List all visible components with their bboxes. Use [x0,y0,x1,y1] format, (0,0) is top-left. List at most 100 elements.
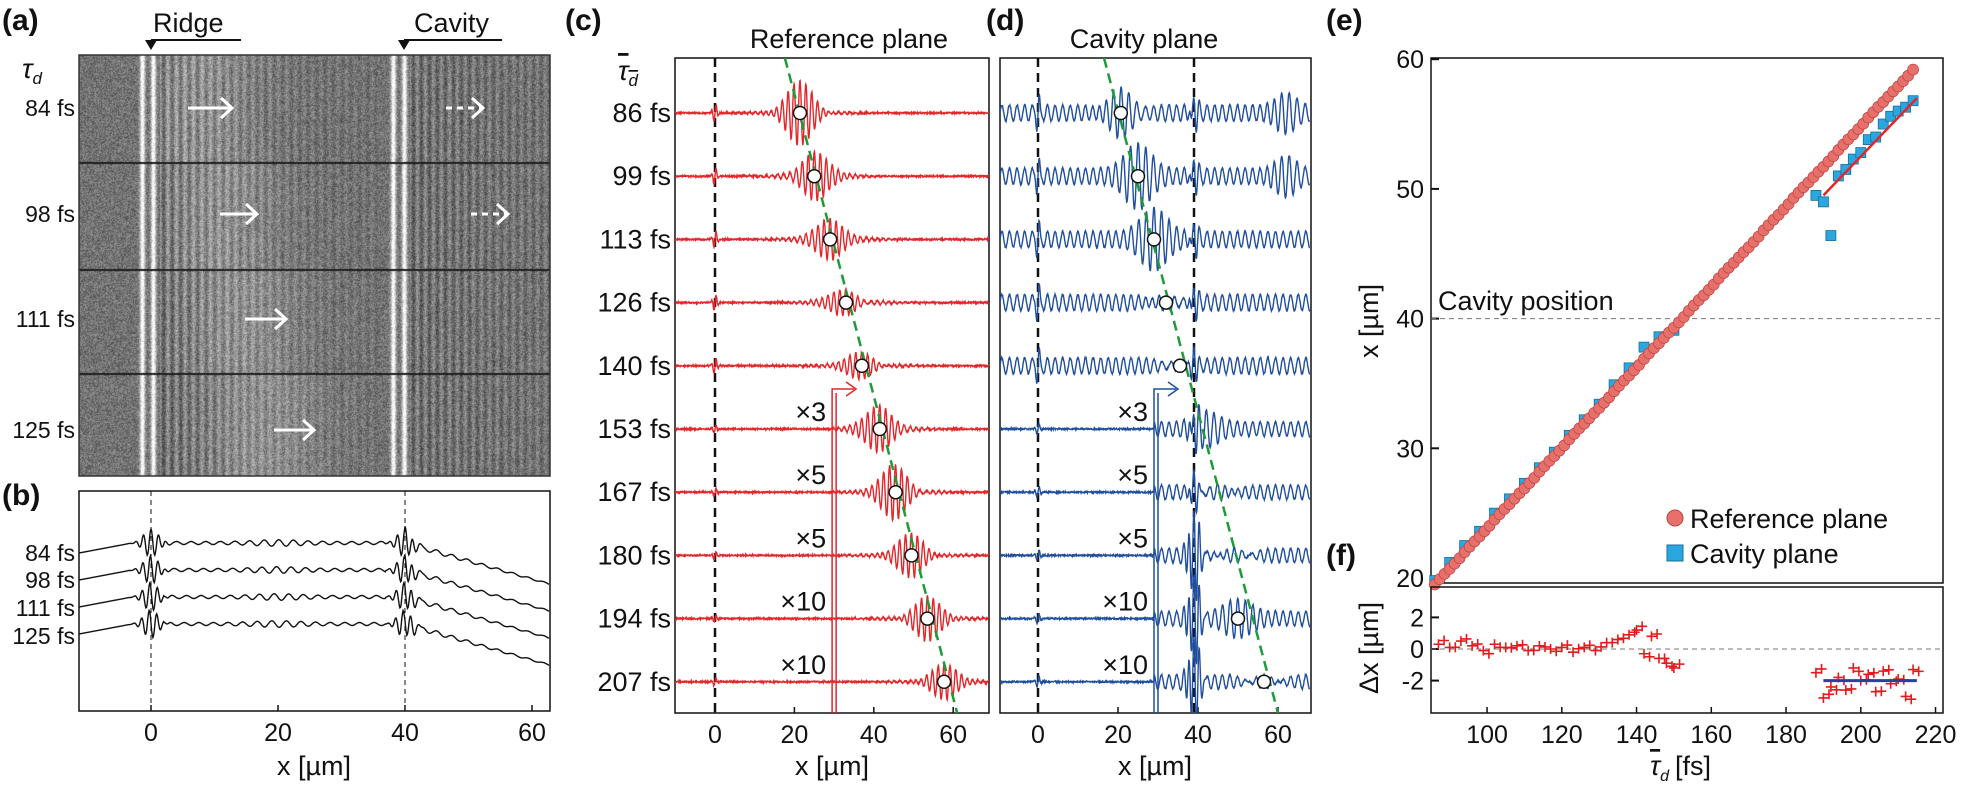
f-y-tick-label: -2 [1402,668,1424,696]
propagation-arrow-icon-head [273,307,289,331]
panel-label-d: (d) [986,4,1024,37]
group-velocity-guide-line [1102,58,1280,713]
delta-x-point [1646,631,1657,642]
peak-marker [904,548,919,563]
trace-b [79,552,550,612]
legend-reference-marker [1666,509,1684,527]
multiplier-label: ×3 [795,397,826,427]
waveform-trace [1000,345,1311,384]
delta-x-point [1534,640,1545,651]
trace-label-b: 111 fs [16,595,75,621]
multiplier-label: ×10 [780,650,826,680]
traces-c [675,58,989,713]
delta-x-point [1824,689,1835,700]
delta-x-point [1596,641,1607,652]
delta-x-point [1631,625,1642,636]
gain-switch-line [831,388,855,713]
d-x-tick-label: 40 [1184,721,1212,749]
tau-label-a: τd [22,53,42,88]
delta-x-point [1659,653,1670,664]
legend-cavity-marker [1666,544,1684,562]
gain-switch-arrow-icon [1167,381,1180,397]
delta-x-point [1900,691,1911,702]
delta-x-point [1825,681,1836,692]
trace-label-b: 125 fs [12,623,75,649]
delta-x-point [1846,683,1857,694]
row-label-c: 113 fs [599,224,671,254]
delta-x-point [1590,645,1601,656]
panel-a-frame [78,54,551,477]
delta-x-point [1883,664,1894,675]
trace-b [79,581,550,639]
title-d: Cavity plane [1070,24,1219,54]
propagation-arrow-icon-head [244,202,260,226]
delta-x-point [1579,642,1590,653]
row-label-a: 125 fs [12,417,75,443]
delta-x-point [1607,637,1618,648]
legend-cavity-label: Cavity plane [1690,539,1839,569]
row-label-a: 98 fs [25,201,75,227]
waveform-trace [675,350,989,383]
x-axis-label-f: τd [fs] [1650,751,1711,785]
panel-label-c: (c) [565,4,602,37]
panel-label-e: (e) [1326,4,1363,37]
f-x-tick-label: 220 [1915,721,1957,749]
waveform-trace [675,79,989,146]
multiplier-label: ×10 [1102,587,1148,617]
group-velocity-guide-line [783,58,959,713]
row-label-c: 194 fs [597,604,671,634]
waveform-trace [1000,469,1311,516]
peak-marker [936,674,952,690]
b-x-tick-label: 40 [391,719,419,747]
delta-x-point [1517,639,1528,650]
panel-label-a: (a) [2,4,39,37]
cavity-plane-point [1825,230,1837,241]
peak-marker [1146,232,1162,247]
peak-marker [854,358,870,374]
e-y-tick-label: 40 [1396,306,1424,334]
delta-x-point [1450,642,1461,653]
waveform-trace [675,286,989,318]
cavity-plane-point [1877,118,1889,130]
delta-x-point [1661,658,1672,669]
cavity-plane-point [1818,196,1829,208]
multiplier-label: ×3 [1117,397,1148,427]
delta-x-point [1637,621,1648,632]
row-label-c: 153 fs [597,414,671,444]
waveform-trace [1000,574,1311,665]
delta-x-point [1568,647,1579,658]
row-label-c: 86 fs [612,98,671,128]
delta-x-point [1556,642,1567,653]
cavity-arrow-icon-head [495,202,511,226]
waveform-trace [1000,142,1311,211]
b-x-tick-label: 60 [518,719,546,747]
cavity-position-label: Cavity position [1438,286,1614,316]
d-x-tick-label: 0 [1031,721,1045,749]
peak-marker [1172,358,1188,374]
delta-x-point [1545,644,1556,654]
multiplier-label: ×5 [795,523,826,553]
delta-x-point [1528,645,1539,656]
delta-x-point [1618,633,1629,644]
f-x-tick-label: 140 [1616,721,1658,749]
e-y-tick-label: 30 [1396,435,1424,463]
delta-x-point [1906,694,1917,705]
delta-x-point [1913,666,1924,677]
delta-x-point [1433,639,1444,650]
delta-x-point [1652,629,1663,640]
delta-x-point [1848,662,1859,673]
delta-x-point [1483,648,1494,659]
waveform-trace [675,148,989,202]
delta-x-point [1810,667,1821,678]
cavity-label: Cavity [414,8,490,38]
delta-x-point [1612,634,1623,645]
delta-x-point [1878,666,1889,677]
delta-x-point [1831,684,1842,695]
f-y-tick-label: 0 [1410,636,1424,664]
propagation-arrow-icon-head [301,418,317,442]
peak-marker [822,232,838,247]
delta-x-point [1674,659,1685,670]
waveform-trace [1000,206,1311,272]
panel-b-frame [78,490,551,712]
